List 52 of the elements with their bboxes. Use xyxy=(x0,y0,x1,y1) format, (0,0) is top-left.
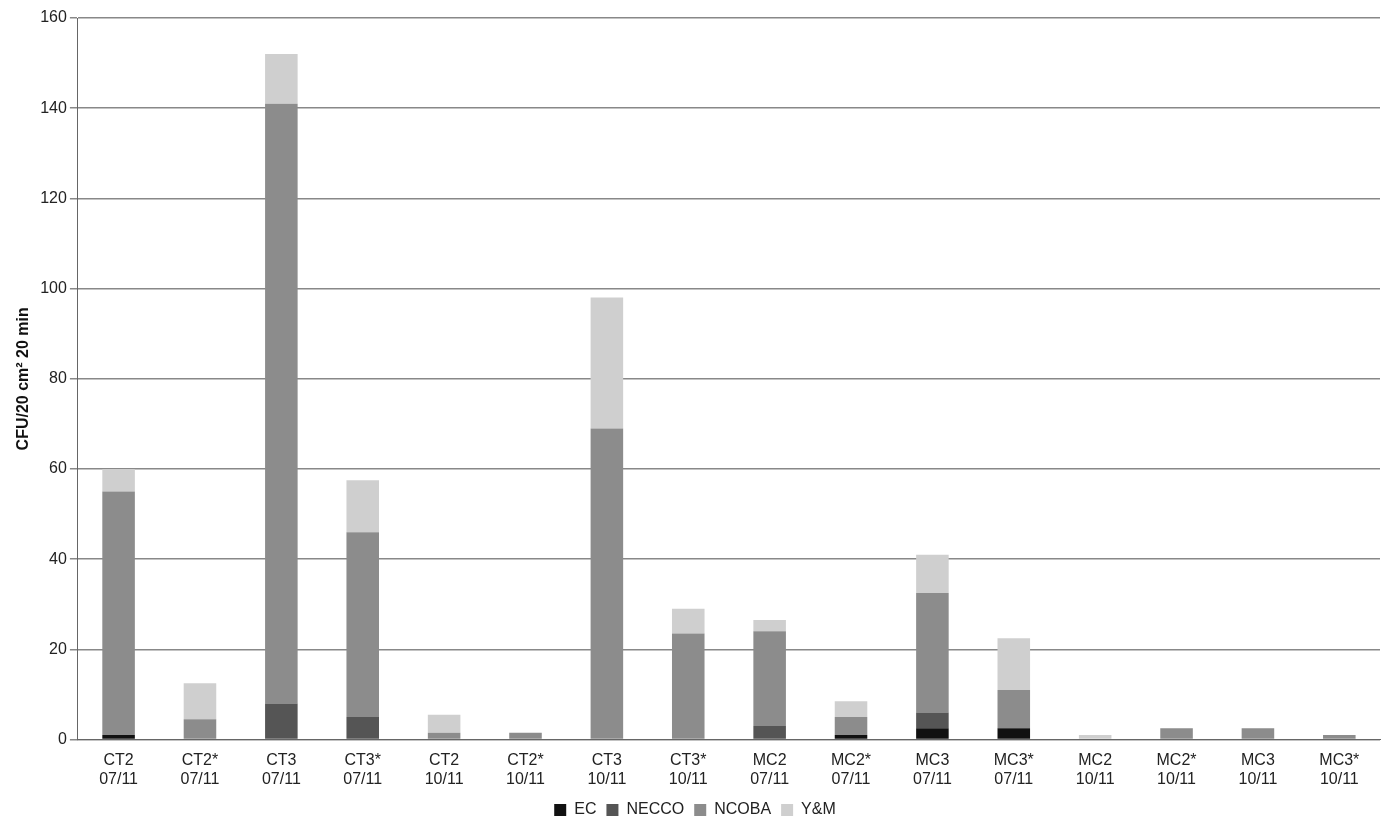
x-tick-label: CT3* 10/11 xyxy=(668,750,708,787)
y-tick-label: 40 xyxy=(49,549,67,567)
bar xyxy=(671,608,705,634)
x-tick-label: CT3 07/11 xyxy=(261,750,301,787)
x-tick-label: MC2* 10/11 xyxy=(1156,750,1197,787)
y-tick-label: 140 xyxy=(40,98,67,116)
bar xyxy=(102,469,135,492)
y-tick-label: 80 xyxy=(49,369,67,387)
x-tick-label: MC3* 10/11 xyxy=(1319,750,1360,787)
bar xyxy=(997,728,1031,739)
y-tick-label: 120 xyxy=(40,188,67,206)
bar xyxy=(1078,735,1112,739)
x-tick-label: MC3 07/11 xyxy=(912,750,952,787)
y-tick-label: 100 xyxy=(40,279,67,297)
legend-label: Y&M xyxy=(801,800,836,818)
x-tick-label: CT2* 10/11 xyxy=(506,750,546,787)
bar xyxy=(346,480,380,533)
x-tick-label: MC3* 07/11 xyxy=(993,750,1034,787)
legend-label: NCOBA xyxy=(714,800,772,818)
y-tick-label: 0 xyxy=(57,730,67,748)
bar xyxy=(834,701,868,718)
x-tick-label: CT2 10/11 xyxy=(424,750,464,787)
x-tick-label: CT2* 07/11 xyxy=(180,750,220,787)
bar xyxy=(916,728,949,739)
y-axis-title: CFU/20 cm² 20 min xyxy=(14,307,32,451)
bar xyxy=(102,735,135,739)
bar xyxy=(834,735,868,739)
bar xyxy=(427,714,461,733)
bar xyxy=(265,703,298,739)
bar xyxy=(265,54,298,104)
x-tick-label: MC3 10/11 xyxy=(1238,750,1278,787)
x-tick-label: CT2 07/11 xyxy=(99,750,139,787)
bar xyxy=(346,717,380,739)
bar xyxy=(834,717,868,736)
bar xyxy=(997,689,1031,729)
bar xyxy=(753,726,786,739)
bar xyxy=(183,683,217,720)
bar xyxy=(916,712,949,729)
x-tick-label: CT3* 07/11 xyxy=(343,750,383,787)
x-tick-label: MC2 10/11 xyxy=(1075,750,1115,787)
y-tick-label: 160 xyxy=(40,8,67,26)
x-tick-label: MC2* 07/11 xyxy=(831,750,872,787)
legend-label: NECCO xyxy=(626,800,685,818)
y-tick-label: 20 xyxy=(49,639,67,657)
bar xyxy=(753,620,786,632)
x-tick-label: CT3 10/11 xyxy=(587,750,627,787)
x-tick-label: MC2 07/11 xyxy=(750,750,790,787)
y-tick-label: 60 xyxy=(49,459,67,477)
bar xyxy=(997,638,1031,690)
legend-label: EC xyxy=(574,800,597,818)
bar xyxy=(916,554,949,594)
bar xyxy=(590,297,624,429)
